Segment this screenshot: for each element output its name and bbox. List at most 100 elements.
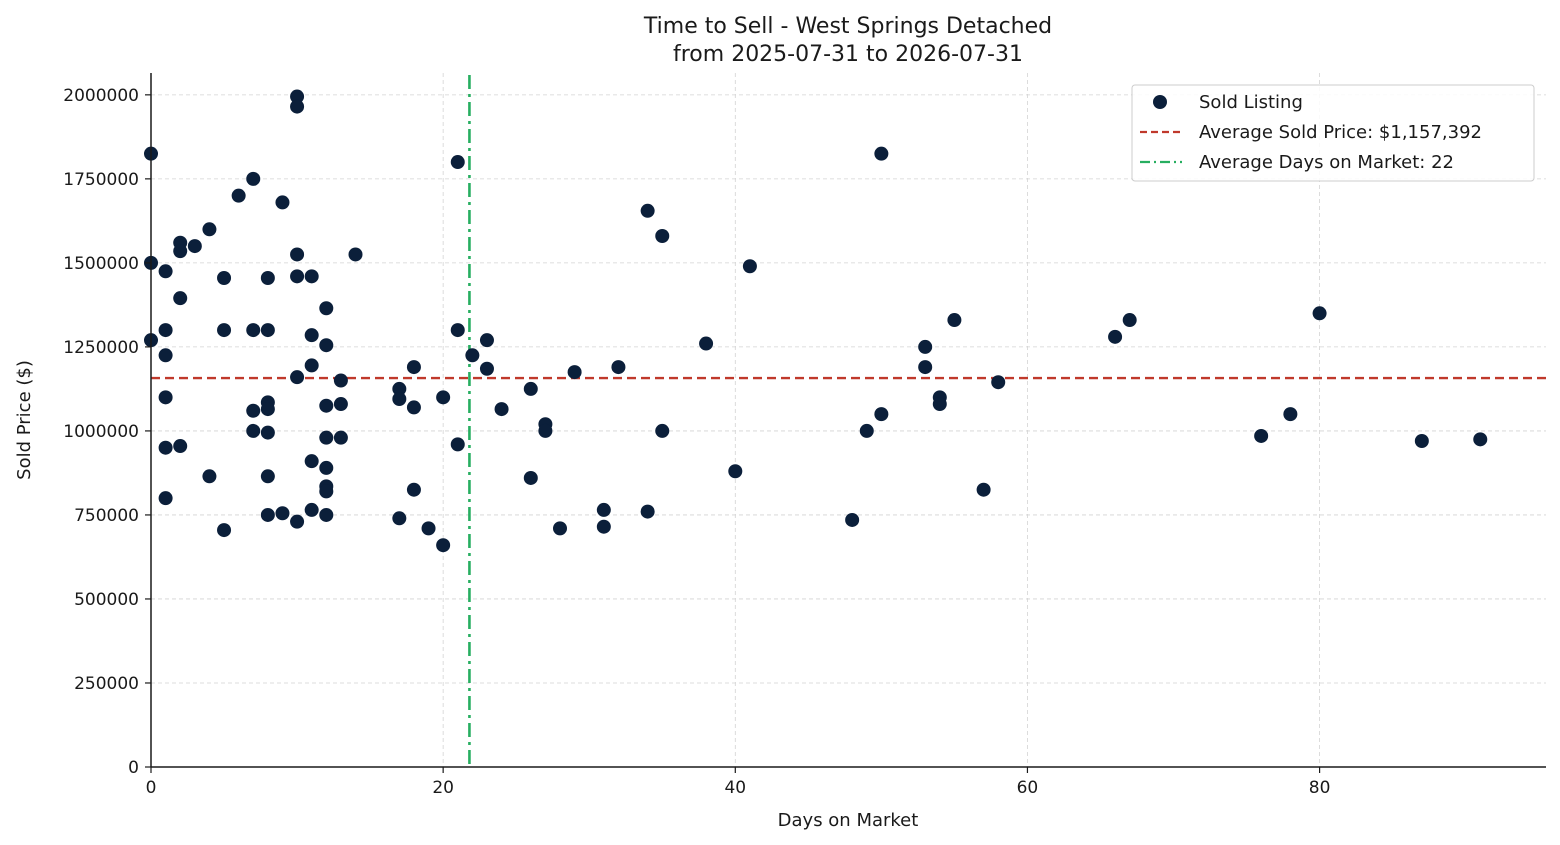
sold-listing-point xyxy=(319,484,334,499)
x-tick-label: 20 xyxy=(432,778,454,798)
x-axis-label: Days on Market xyxy=(778,810,919,831)
sold-listing-point xyxy=(217,523,232,538)
reference-lines xyxy=(151,75,1546,767)
sold-listing-point xyxy=(246,423,261,438)
y-tick-label: 0 xyxy=(128,758,139,778)
sold-listing-point xyxy=(158,440,173,455)
sold-listing-point xyxy=(202,222,217,237)
sold-listing-point xyxy=(655,228,670,243)
sold-listing-point xyxy=(976,482,991,497)
legend-label-sold-listing: Sold Listing xyxy=(1199,92,1303,113)
sold-listing-point xyxy=(173,291,188,306)
sold-listing-point xyxy=(479,361,494,376)
sold-listing-point xyxy=(319,430,334,445)
sold-listing-point xyxy=(260,425,275,440)
sold-listing-point xyxy=(290,370,305,385)
sold-listing-point xyxy=(392,381,407,396)
sold-listing-point xyxy=(859,423,874,438)
sold-listing-point xyxy=(304,328,319,343)
sold-listing-point xyxy=(231,188,246,203)
sold-listing-point xyxy=(333,373,348,388)
sold-listing-point xyxy=(173,439,188,454)
sold-listing-point xyxy=(319,301,334,316)
sold-listing-point xyxy=(436,390,451,405)
legend-box xyxy=(1131,84,1535,182)
sold-listing-point xyxy=(392,511,407,526)
sold-listing-point xyxy=(450,155,465,170)
sold-listing-point xyxy=(845,512,860,527)
sold-listing-point xyxy=(304,269,319,284)
sold-listing-point xyxy=(319,398,334,413)
sold-listing-point xyxy=(319,460,334,475)
sold-listing-point xyxy=(246,403,261,418)
x-tick-label: 40 xyxy=(724,778,746,798)
sold-listing-point xyxy=(260,469,275,484)
sold-listing-point xyxy=(1254,428,1269,443)
sold-listing-point xyxy=(932,397,947,412)
sold-listing-point xyxy=(991,375,1006,390)
sold-listing-point xyxy=(465,348,480,363)
sold-listing-point xyxy=(173,244,188,259)
sold-listing-point xyxy=(1108,329,1123,344)
sold-listing-point xyxy=(217,323,232,338)
sold-listing-point xyxy=(290,514,305,529)
chart-title: Time to Sell - West Springs Detached xyxy=(643,14,1052,39)
x-tick-label: 0 xyxy=(146,778,157,798)
sold-listing-point xyxy=(596,502,611,517)
sold-listing-point xyxy=(567,365,582,380)
y-tick-label: 750000 xyxy=(74,506,139,526)
sold-listing-point xyxy=(640,504,655,519)
sold-listing-point xyxy=(392,391,407,406)
sold-listing-point xyxy=(260,323,275,338)
y-tick-label: 2000000 xyxy=(63,86,139,106)
sold-listing-point xyxy=(406,482,421,497)
sold-listing-point xyxy=(260,271,275,286)
sold-listing-point xyxy=(523,381,538,396)
sold-listing-point xyxy=(874,146,889,161)
sold-listing-point xyxy=(333,397,348,412)
tick-labels: 0 20 40 60 80 0 250000 500000 750000 1000000 12500… xyxy=(63,86,1330,798)
y-tick-label: 1250000 xyxy=(63,338,139,358)
sold-listing-point xyxy=(1473,432,1488,447)
sold-listing-point xyxy=(187,239,202,254)
sold-listing-point xyxy=(1414,434,1429,449)
y-tick-label: 250000 xyxy=(74,674,139,694)
sold-listing-point xyxy=(596,519,611,534)
sold-listing-point xyxy=(918,339,933,354)
sold-listing-point xyxy=(538,423,553,438)
y-tick-label: 1000000 xyxy=(63,422,139,442)
sold-listing-point xyxy=(158,491,173,506)
sold-listing-point xyxy=(450,437,465,452)
sold-listing-point xyxy=(450,323,465,338)
sold-listing-point xyxy=(406,400,421,415)
sold-listing-point xyxy=(275,506,290,521)
sold-listing-point xyxy=(319,338,334,353)
sold-listing-point xyxy=(260,402,275,417)
sold-listing-point xyxy=(728,464,743,479)
y-axis-label: Sold Price ($) xyxy=(14,360,35,480)
sold-listing-point xyxy=(918,360,933,375)
sold-listing-point xyxy=(290,247,305,262)
sold-listing-point xyxy=(742,259,757,274)
sold-listing-point xyxy=(406,360,421,375)
sold-listing-point xyxy=(304,358,319,373)
sold-listing-point xyxy=(348,247,363,262)
sold-listing-point xyxy=(158,323,173,338)
axes xyxy=(150,73,1546,768)
sold-listing-point xyxy=(304,454,319,469)
sold-listing-point xyxy=(290,269,305,284)
chart-subtitle: from 2025-07-31 to 2026-07-31 xyxy=(673,42,1023,67)
sold-listing-point xyxy=(275,195,290,210)
sold-listing-point xyxy=(290,99,305,114)
sold-listing-point xyxy=(202,469,217,484)
sold-listing-point xyxy=(158,390,173,405)
sold-listing-point xyxy=(333,430,348,445)
y-tick-label: 1750000 xyxy=(63,170,139,190)
sold-listing-point xyxy=(260,507,275,522)
sold-listing-point xyxy=(246,171,261,186)
sold-listing-point xyxy=(699,336,714,351)
legend-label-avg-days: Average Days on Market: 22 xyxy=(1199,152,1454,173)
legend-marker-sold-listing xyxy=(1153,95,1167,109)
sold-listing-point xyxy=(1283,407,1298,422)
